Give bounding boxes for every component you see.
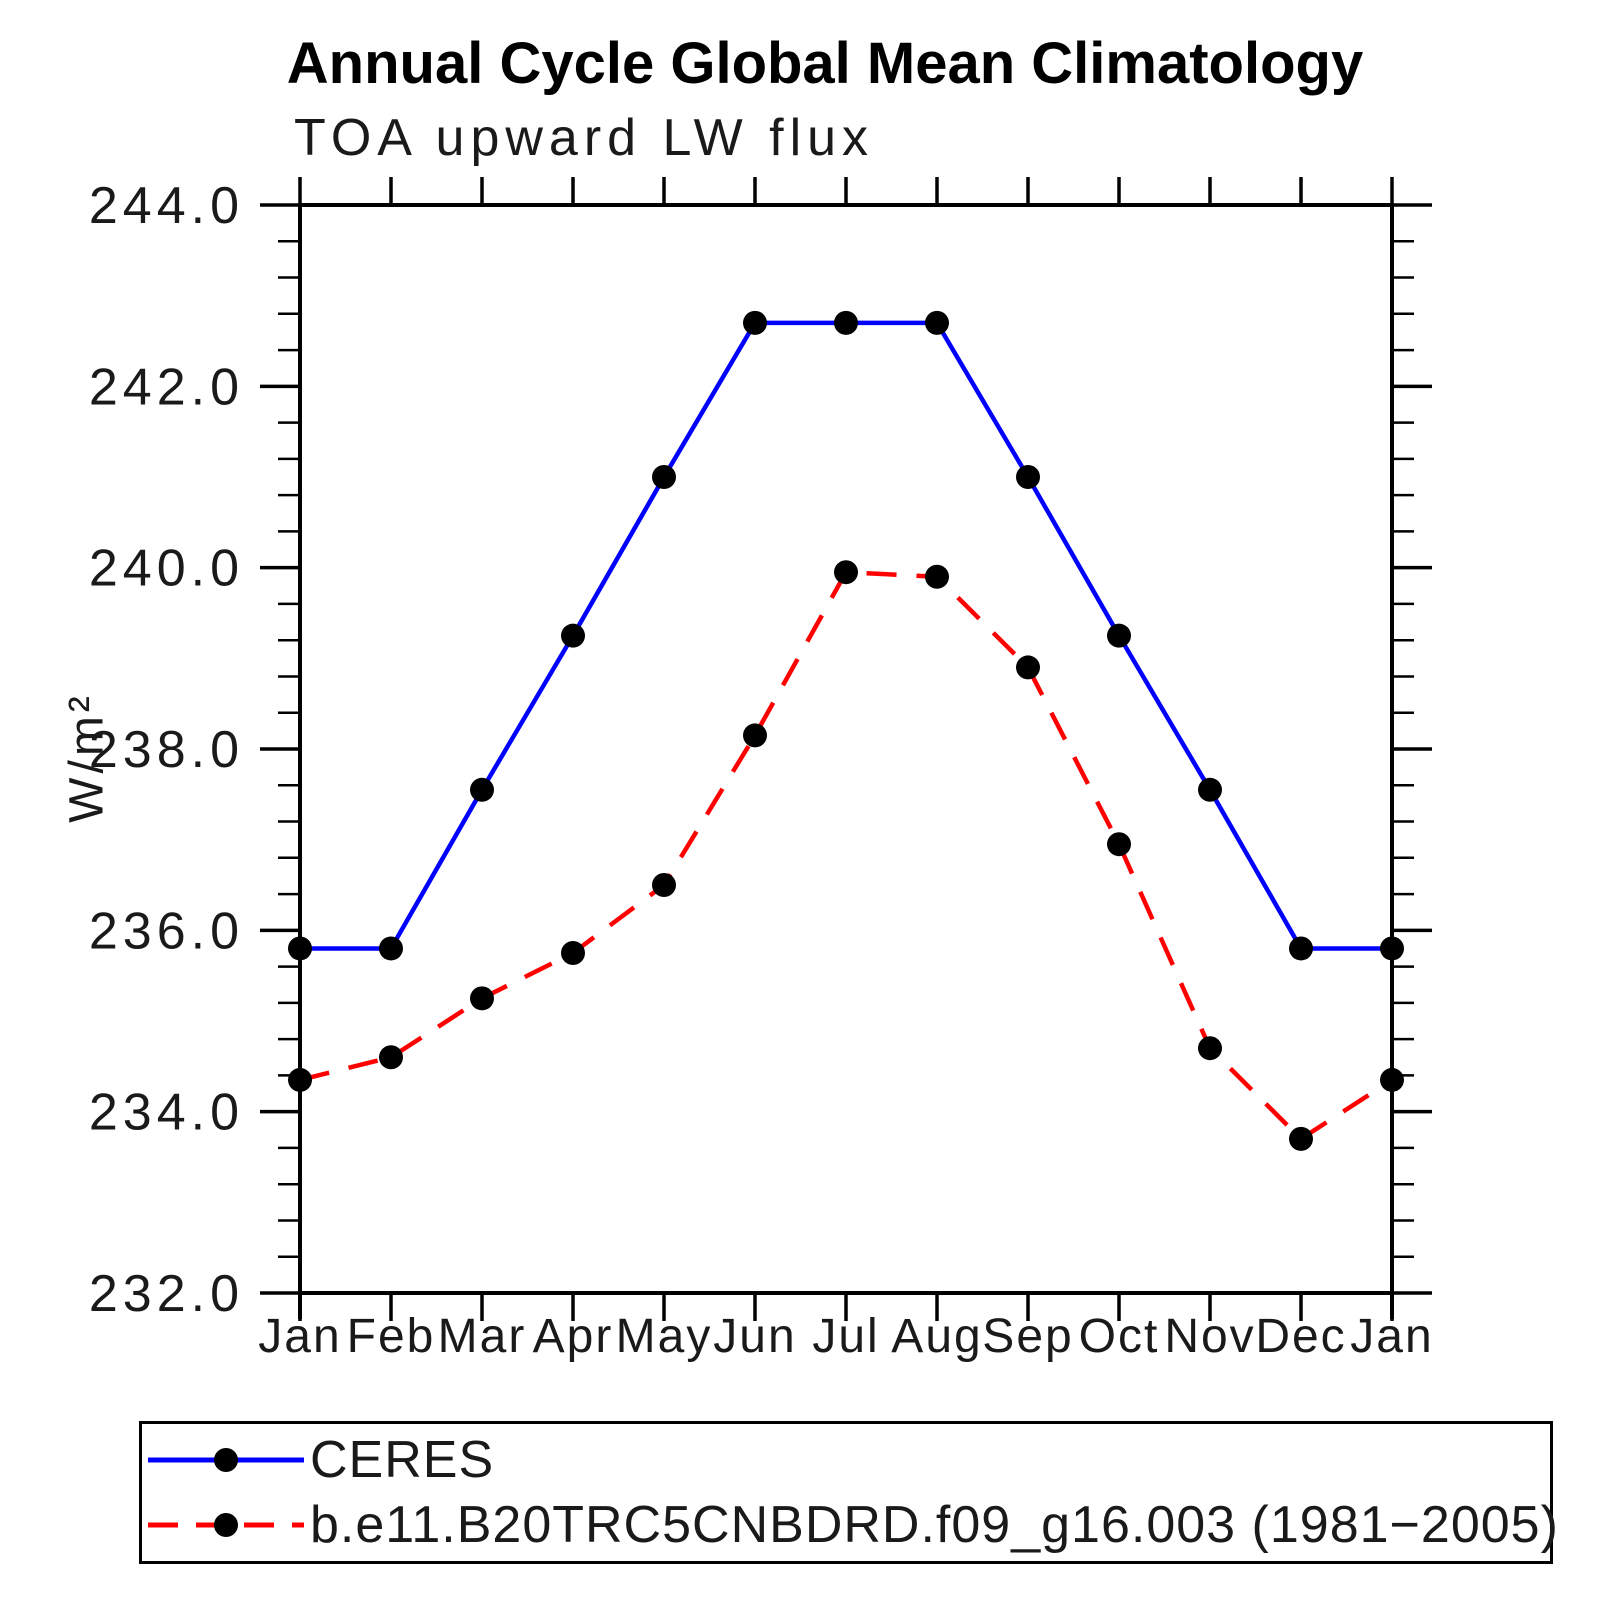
series-0-marker (1289, 936, 1313, 961)
series-line-1 (299, 569, 1394, 1142)
series-1-marker (1016, 655, 1040, 680)
y-axis-tick-label: 238.0 (89, 721, 244, 779)
x-axis-tick-label: Mar (438, 1310, 527, 1363)
plot-frame (298, 203, 1394, 1295)
y-axis-tick-label: 240.0 (89, 540, 244, 598)
series-0-marker (834, 310, 858, 335)
x-axis-tick-label: Apr (533, 1310, 614, 1363)
legend-entry-ceres: CERES (142, 1430, 1550, 1490)
y-axis-tick-label: 232.0 (89, 1265, 244, 1323)
x-axis-tick-label: Jun (713, 1310, 796, 1363)
legend-entry-model: b.e11.B20TRC5CNBDRD.f09_g16.003 (1981−20… (142, 1495, 1558, 1555)
series-0-marker (652, 465, 676, 489)
series-1-marker (652, 873, 676, 897)
x-axis-tick-label: Feb (347, 1310, 436, 1363)
series-1-marker (743, 723, 767, 748)
legend-line-dashed-icon (148, 1513, 304, 1538)
y-axis-tick-label: 234.0 (89, 1084, 244, 1142)
series-1-marker (1380, 1067, 1404, 1092)
legend-line-solid-icon (148, 1447, 304, 1472)
series-0-marker (379, 936, 403, 961)
series-1-marker (1107, 832, 1131, 857)
series-0-marker (1107, 623, 1131, 648)
x-axis-tick-label: Dec (1255, 1310, 1346, 1363)
x-axis-tick-label: Sep (982, 1310, 1073, 1363)
y-axis-tick-label: 242.0 (89, 358, 244, 416)
x-axis-tick-label: Nov (1164, 1310, 1255, 1363)
series-1-marker (1289, 1126, 1313, 1151)
chart-title: Annual Cycle Global Mean Climatology (286, 31, 1364, 96)
series-1-marker (379, 1045, 403, 1070)
series-1-marker (1198, 1036, 1222, 1061)
chart-subtitle: TOA upward LW flux (294, 109, 875, 167)
series-1-marker (561, 941, 585, 965)
series-1-marker (834, 560, 858, 585)
series-1-marker (470, 986, 494, 1011)
x-axis-tick-label: Oct (1079, 1310, 1160, 1363)
series-1-marker (288, 1067, 312, 1092)
series-0-marker (561, 623, 585, 648)
x-axis-tick-label: Jul (812, 1310, 879, 1363)
series-line-0 (300, 320, 1392, 951)
legend-label-model: b.e11.B20TRC5CNBDRD.f09_g16.003 (1981−20… (310, 1496, 1559, 1555)
y-axis-tick-label: 236.0 (89, 902, 244, 960)
x-axis-tick-label: Jan (1350, 1310, 1433, 1363)
x-axis-tick-label: Aug (891, 1310, 982, 1363)
legend: CERES b.e11.B20TRC5CNBDRD.f09_g16.003 (1… (139, 1421, 1558, 1564)
series-0-marker (743, 310, 767, 335)
y-axis-tick-label: 244.0 (89, 177, 244, 235)
series-0-marker (1380, 936, 1404, 961)
series-0-marker (288, 936, 312, 961)
series-0-marker (1198, 777, 1222, 802)
x-axis-tick-label: May (616, 1310, 713, 1363)
series-0-marker (470, 777, 494, 802)
x-axis-tick-label: Jan (258, 1310, 341, 1363)
series-1-marker (925, 564, 949, 589)
legend-label-ceres: CERES (310, 1430, 495, 1489)
series-0-marker (1016, 465, 1040, 489)
series-0-marker (925, 310, 949, 335)
